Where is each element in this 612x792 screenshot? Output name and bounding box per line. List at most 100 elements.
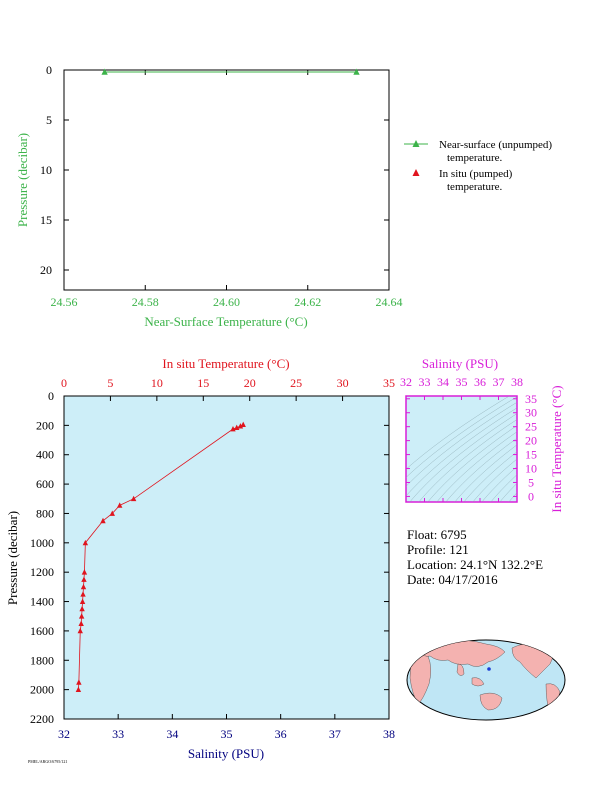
ts-ylabel: In situ Temperature (°C) — [549, 385, 564, 512]
insitu-point — [130, 495, 137, 502]
ts-xlabel: Salinity (PSU) — [422, 356, 498, 371]
salinity-bottom-x-tick-label: 35 — [221, 727, 233, 741]
ts-x-tick-label: 38 — [511, 375, 523, 389]
legend-line2a: In situ (pumped) — [439, 168, 513, 180]
profile-y-tick-label: 1000 — [30, 536, 54, 550]
ts-density-contour — [454, 444, 517, 502]
near-surface-x-tick-label: 24.58 — [132, 295, 159, 309]
profile-y-tick-label: 2200 — [30, 712, 54, 726]
ts-x-tick-label: 32 — [400, 375, 412, 389]
profile-panel: 0 5 10 15 20 25 30 35 32 33 34 35 36 37 38 0 200 400 600 80… — [5, 356, 395, 761]
insitu-point — [234, 424, 240, 430]
float-location-marker — [487, 667, 491, 671]
insitu-point — [81, 576, 87, 582]
insitu-top-x-tick-label: 15 — [197, 376, 209, 390]
near-surface-xlabel: Near-Surface Temperature (°C) — [144, 314, 307, 329]
insitu-point — [100, 517, 106, 524]
insitu-point — [117, 502, 123, 508]
insitu-top-x-tick-label: 25 — [290, 376, 302, 390]
world-map — [406, 639, 566, 721]
near-surface-y-tick-label: 0 — [46, 63, 52, 77]
legend: Near-surface (unpumped) temperature. In … — [404, 139, 552, 193]
ts-density-contour — [418, 419, 517, 502]
ts-density-contour — [406, 396, 510, 470]
near-surface-x-tick-label: 24.64 — [376, 295, 403, 309]
near-surface-y-tick-label: 5 — [46, 113, 52, 127]
insitu-top-x-tick-label: 30 — [337, 376, 349, 390]
insitu-point — [78, 613, 85, 619]
insitu-top-x-tick-label: 20 — [244, 376, 256, 390]
near-surface-panel: 24.56 24.58 24.60 24.62 24.64 0 5 10 15 20 Near-S… — [15, 63, 403, 329]
profile-y-tick-label: 200 — [36, 418, 54, 432]
ts-y-tick-label: 10 — [525, 462, 537, 476]
profile-number: Profile: 121 — [407, 542, 469, 557]
near-surface-x-tick-label: 24.60 — [213, 295, 240, 309]
ts-density-contour — [499, 483, 517, 502]
insitu-point — [82, 539, 89, 546]
location: Location: 24.1°N 132.2°E — [407, 557, 543, 572]
profile-y-tick-label: 1400 — [30, 595, 54, 609]
ts-x-tick-label: 36 — [474, 375, 486, 389]
legend-line2b: temperature. — [447, 181, 503, 193]
legend-line1b: temperature. — [447, 152, 503, 164]
profile-y-tick-label: 1200 — [30, 565, 54, 579]
ts-y-tick-label: 20 — [525, 434, 537, 448]
ts-y-tick-label: 5 — [528, 475, 534, 489]
insitu-top-x-tick-label: 10 — [151, 376, 163, 390]
ts-x-tick-label: 37 — [493, 375, 505, 389]
insitu-top-x-tick-label: 5 — [107, 376, 113, 390]
insitu-point — [240, 421, 246, 428]
ts-y-tick-label: 15 — [525, 448, 537, 462]
near-surface-x-tick-label: 24.62 — [294, 295, 321, 309]
profile-y-tick-label: 2000 — [30, 683, 54, 697]
insitu-point — [78, 620, 84, 626]
profile-y-tick-label: 1800 — [30, 653, 54, 667]
insitu-point — [79, 598, 86, 604]
near-surface-x-tick-label: 24.56 — [51, 295, 78, 309]
ts-density-contour — [406, 407, 517, 497]
profile-y-tick-label: 600 — [36, 477, 54, 491]
insitu-point — [77, 627, 83, 634]
insitu-point — [80, 583, 87, 590]
ts-y-tick-label: 25 — [525, 420, 537, 434]
salinity-bottom-x-tick-label: 34 — [166, 727, 178, 741]
insitu-point — [79, 605, 85, 612]
land-india — [456, 663, 465, 676]
near-surface-y-tick-label: 20 — [40, 263, 52, 277]
footer-credit: PMEL/ARGO/6795/121 — [28, 759, 67, 764]
insitu-top-x-tick-label: 0 — [61, 376, 67, 390]
ts-density-contour — [481, 466, 517, 502]
near-surface-point — [101, 68, 108, 75]
ts-y-tick-label: 30 — [525, 406, 537, 420]
ts-density-contour — [409, 413, 517, 502]
insitu-point — [230, 426, 236, 432]
insitu-point — [109, 510, 115, 516]
legend-line1a: Near-surface (unpumped) — [439, 139, 552, 151]
salinity-bottom-x-tick-label: 32 — [58, 727, 70, 741]
near-surface-y-tick-label: 10 — [40, 163, 52, 177]
legend-green-triangle — [412, 140, 420, 147]
profile-y-tick-label: 0 — [48, 389, 54, 403]
float-info: Float: 6795 Profile: 121 Location: 24.1°… — [407, 527, 543, 587]
ts-density-contour — [472, 458, 517, 502]
date: Date: 04/17/2016 — [407, 572, 498, 587]
profile-y-tick-label: 1600 — [30, 624, 54, 638]
salinity-bottom-x-tick-label: 37 — [329, 727, 341, 741]
ts-x-tick-label: 35 — [456, 375, 468, 389]
near-surface-point — [353, 68, 360, 75]
insitu-point — [76, 679, 82, 685]
near-surface-ylabel: Pressure (decibar) — [15, 133, 30, 227]
ts-x-tick-label: 34 — [437, 375, 449, 389]
profile-y-tick-label: 400 — [36, 448, 54, 462]
near-surface-y-tick-label: 15 — [40, 213, 52, 227]
insitu-point — [75, 686, 82, 693]
land-australia — [479, 692, 503, 711]
insitu-top-x-tick-label: 35 — [383, 376, 395, 390]
profile-ylabel: Pressure (decibar) — [5, 511, 20, 605]
profile-y-tick-label: 800 — [36, 506, 54, 520]
ts-density-contour — [406, 402, 517, 487]
salinity-bottom-x-tick-label: 36 — [275, 727, 287, 741]
ts-density-contour — [427, 425, 517, 502]
